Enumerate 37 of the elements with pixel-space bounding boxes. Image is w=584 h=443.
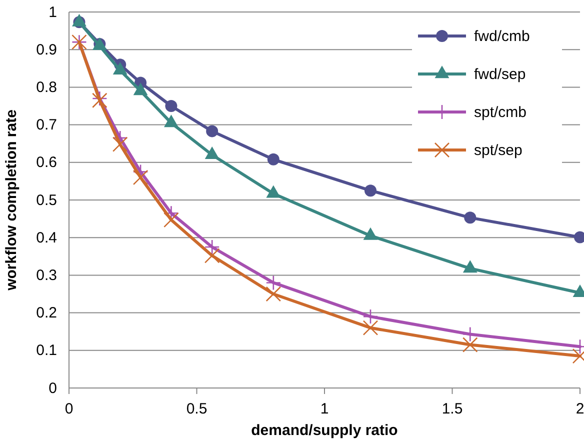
point [362,320,378,336]
y-tick-label: 0.4 [36,229,57,246]
y-tick-label: 0.2 [36,304,57,322]
x-tick-label: 2 [576,400,584,418]
point [464,212,476,224]
point [462,337,478,352]
x-tick-label: 0 [64,400,74,418]
y-tick-label: 0.7 [36,116,57,134]
x-axis-title: demand/supply ratio [251,422,398,439]
legend-label: spt/cmb [474,104,527,121]
legend-label: spt/sep [474,142,522,159]
x-tick-label: 0.5 [186,400,208,418]
x-tick-label: 1.5 [442,400,463,418]
point [206,125,218,138]
point [362,308,378,324]
y-tick-label: 0.6 [36,154,57,172]
y-tick-label: 0 [48,380,57,397]
y-tick-label: 0.5 [36,192,57,209]
point [204,239,220,255]
point [165,100,178,112]
point [266,275,282,290]
y-tick-label: 0.8 [36,79,57,96]
point [204,248,220,264]
point [132,170,148,186]
y-axis-title: workflow completion rate [3,110,20,292]
point [267,153,280,166]
legend-label: fwd/sep [474,66,526,83]
point [364,184,376,197]
legend-label: fwd/cmb [474,28,530,45]
y-tick-label: 0.3 [36,267,57,284]
point [266,286,282,302]
y-tick-label: 1 [48,4,57,21]
y-tick-label: 0.9 [36,41,57,58]
point [164,212,179,228]
y-tick-label: 0.1 [36,342,57,360]
point [112,136,128,152]
x-tick-label: 1 [320,400,329,418]
